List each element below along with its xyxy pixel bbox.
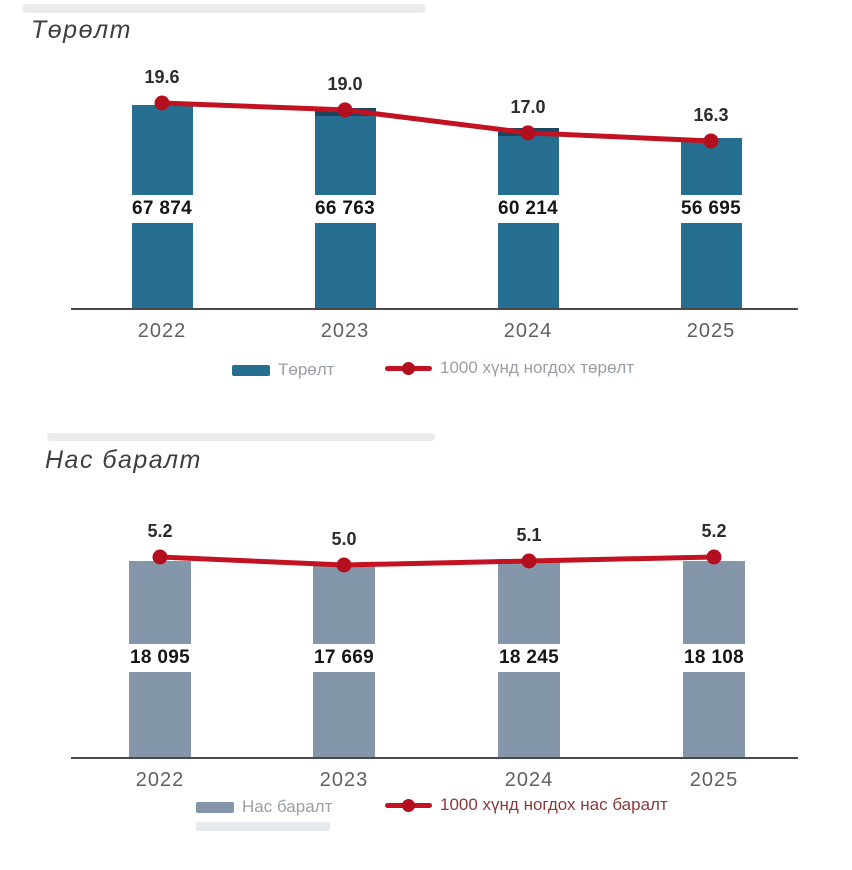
bar-value-label: 60 214 [498, 198, 558, 219]
bar-value-label: 18 095 [130, 647, 190, 668]
x-axis-line [71, 757, 798, 759]
label-background [672, 644, 756, 672]
legend-bar-swatch [196, 801, 234, 813]
x-axis-label: 2023 [320, 320, 370, 342]
label-background [120, 195, 204, 223]
line-value-label: 17.0 [510, 96, 546, 117]
line-value-label: 19.6 [144, 67, 180, 87]
x-axis-line [71, 308, 798, 310]
x-axis-label: 2024 [503, 320, 553, 342]
bar-value-label: 67 874 [132, 198, 192, 219]
legend-bar-swatch [232, 364, 270, 376]
line-value-label: 5.0 [331, 529, 357, 549]
legend-line-marker-icon [385, 361, 432, 376]
bar-cap [314, 108, 376, 117]
bar-value-label: 66 763 [315, 198, 375, 219]
legend-line-label: 1000 хүнд ногдох төрөлт [440, 358, 635, 377]
section-divider [47, 433, 435, 441]
legend-line-label: 1000 хүнд ногдох нас баралт [440, 795, 668, 814]
trend-line [159, 100, 714, 144]
bar-value-label: 56 695 [681, 198, 741, 219]
x-axis-label: 2025 [689, 769, 739, 791]
legend-line-marker-icon [385, 798, 432, 813]
trend-line [157, 554, 717, 568]
bar-cap [497, 127, 559, 136]
chart2-legend-line-entry: 1000 хүнд ногдох нас баралт [385, 795, 668, 815]
label-background [303, 195, 387, 223]
label-background [669, 195, 753, 223]
chart1-legend-line-entry: 1000 хүнд ногдох төрөлт [385, 358, 634, 378]
label-background [486, 195, 570, 223]
bar-value-label: 18 245 [499, 647, 559, 668]
line-value-label: 5.2 [701, 521, 727, 541]
label-background [118, 644, 202, 672]
line-value-label: 16.3 [693, 104, 729, 125]
section-divider [22, 4, 426, 13]
bar-value-label: 17 669 [314, 647, 374, 668]
x-axis-label: 2024 [504, 769, 554, 791]
chart1-legend-bar-entry: Төрөлт [232, 360, 334, 380]
legend-bar-label: Төрөлт [278, 360, 335, 379]
chart1-title: Төрөлт [31, 16, 132, 44]
legend-ghost-swatch [196, 822, 330, 831]
x-axis-label: 2023 [319, 769, 369, 791]
line-value-label: 5.2 [147, 521, 173, 541]
bar [680, 138, 742, 308]
x-axis-label: 2025 [686, 320, 736, 342]
line-value-label: 19.0 [327, 73, 363, 94]
chart2-legend-bar-entry: Нас баралт [196, 797, 332, 817]
legend-bar-label: Нас баралт [242, 797, 333, 816]
x-axis-label: 2022 [137, 320, 187, 342]
label-background [487, 644, 571, 672]
chart2-title: Нас баралт [45, 446, 202, 474]
x-axis-label: 2022 [135, 769, 185, 791]
bar-value-label: 18 108 [684, 647, 744, 668]
line-value-label: 5.1 [516, 525, 542, 545]
label-background [302, 644, 386, 672]
